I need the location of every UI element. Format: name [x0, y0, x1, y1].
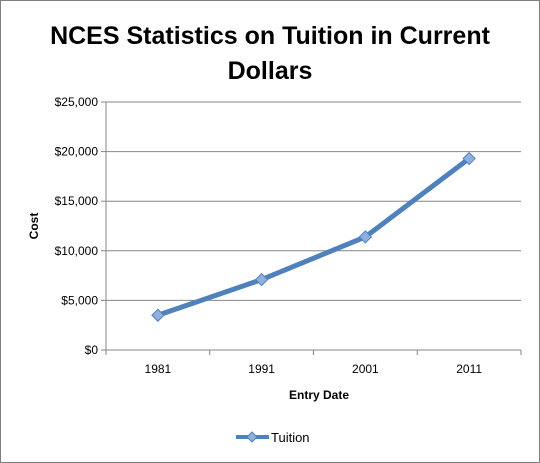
- chart-title: NCES Statistics on Tuition in Current Do…: [50, 22, 491, 85]
- data-point-marker: [254, 272, 269, 287]
- x-tick-labels: 1981 1991 2001 2011: [145, 362, 483, 376]
- series-group: [151, 151, 476, 322]
- chart-title-line-1: NCES Statistics on Tuition in Current: [50, 22, 491, 50]
- gridlines: [106, 101, 521, 301]
- y-axis-title: Cost: [27, 213, 41, 240]
- axes: [101, 101, 522, 355]
- data-point-marker: [151, 308, 165, 322]
- legend-label-tuition: Tuition: [271, 430, 310, 445]
- legend-marker-icon: [246, 431, 258, 443]
- x-tick-label: 1991: [248, 362, 275, 376]
- x-tick-label: 2001: [352, 362, 379, 376]
- y-tick-label: $5,000: [61, 293, 98, 307]
- x-tick-label: 2011: [456, 362, 482, 376]
- series-line-tuition: [155, 156, 472, 318]
- y-tick-label: $10,000: [55, 244, 99, 258]
- y-tick-label: $0: [85, 343, 99, 357]
- data-point-marker: [462, 151, 476, 166]
- y-tick-label: $20,000: [55, 145, 99, 159]
- y-tick-labels: $0 $5,000 $10,000 $15,000 $20,000 $25,000: [55, 95, 99, 357]
- x-tick-label: 1981: [145, 362, 172, 376]
- legend: Tuition: [236, 430, 310, 445]
- y-tick-label: $15,000: [55, 194, 99, 208]
- x-axis-title: Entry Date: [289, 388, 349, 402]
- y-tick-label: $25,000: [55, 95, 99, 109]
- data-point-marker: [358, 230, 373, 244]
- chart-title-line-2: Dollars: [228, 57, 313, 85]
